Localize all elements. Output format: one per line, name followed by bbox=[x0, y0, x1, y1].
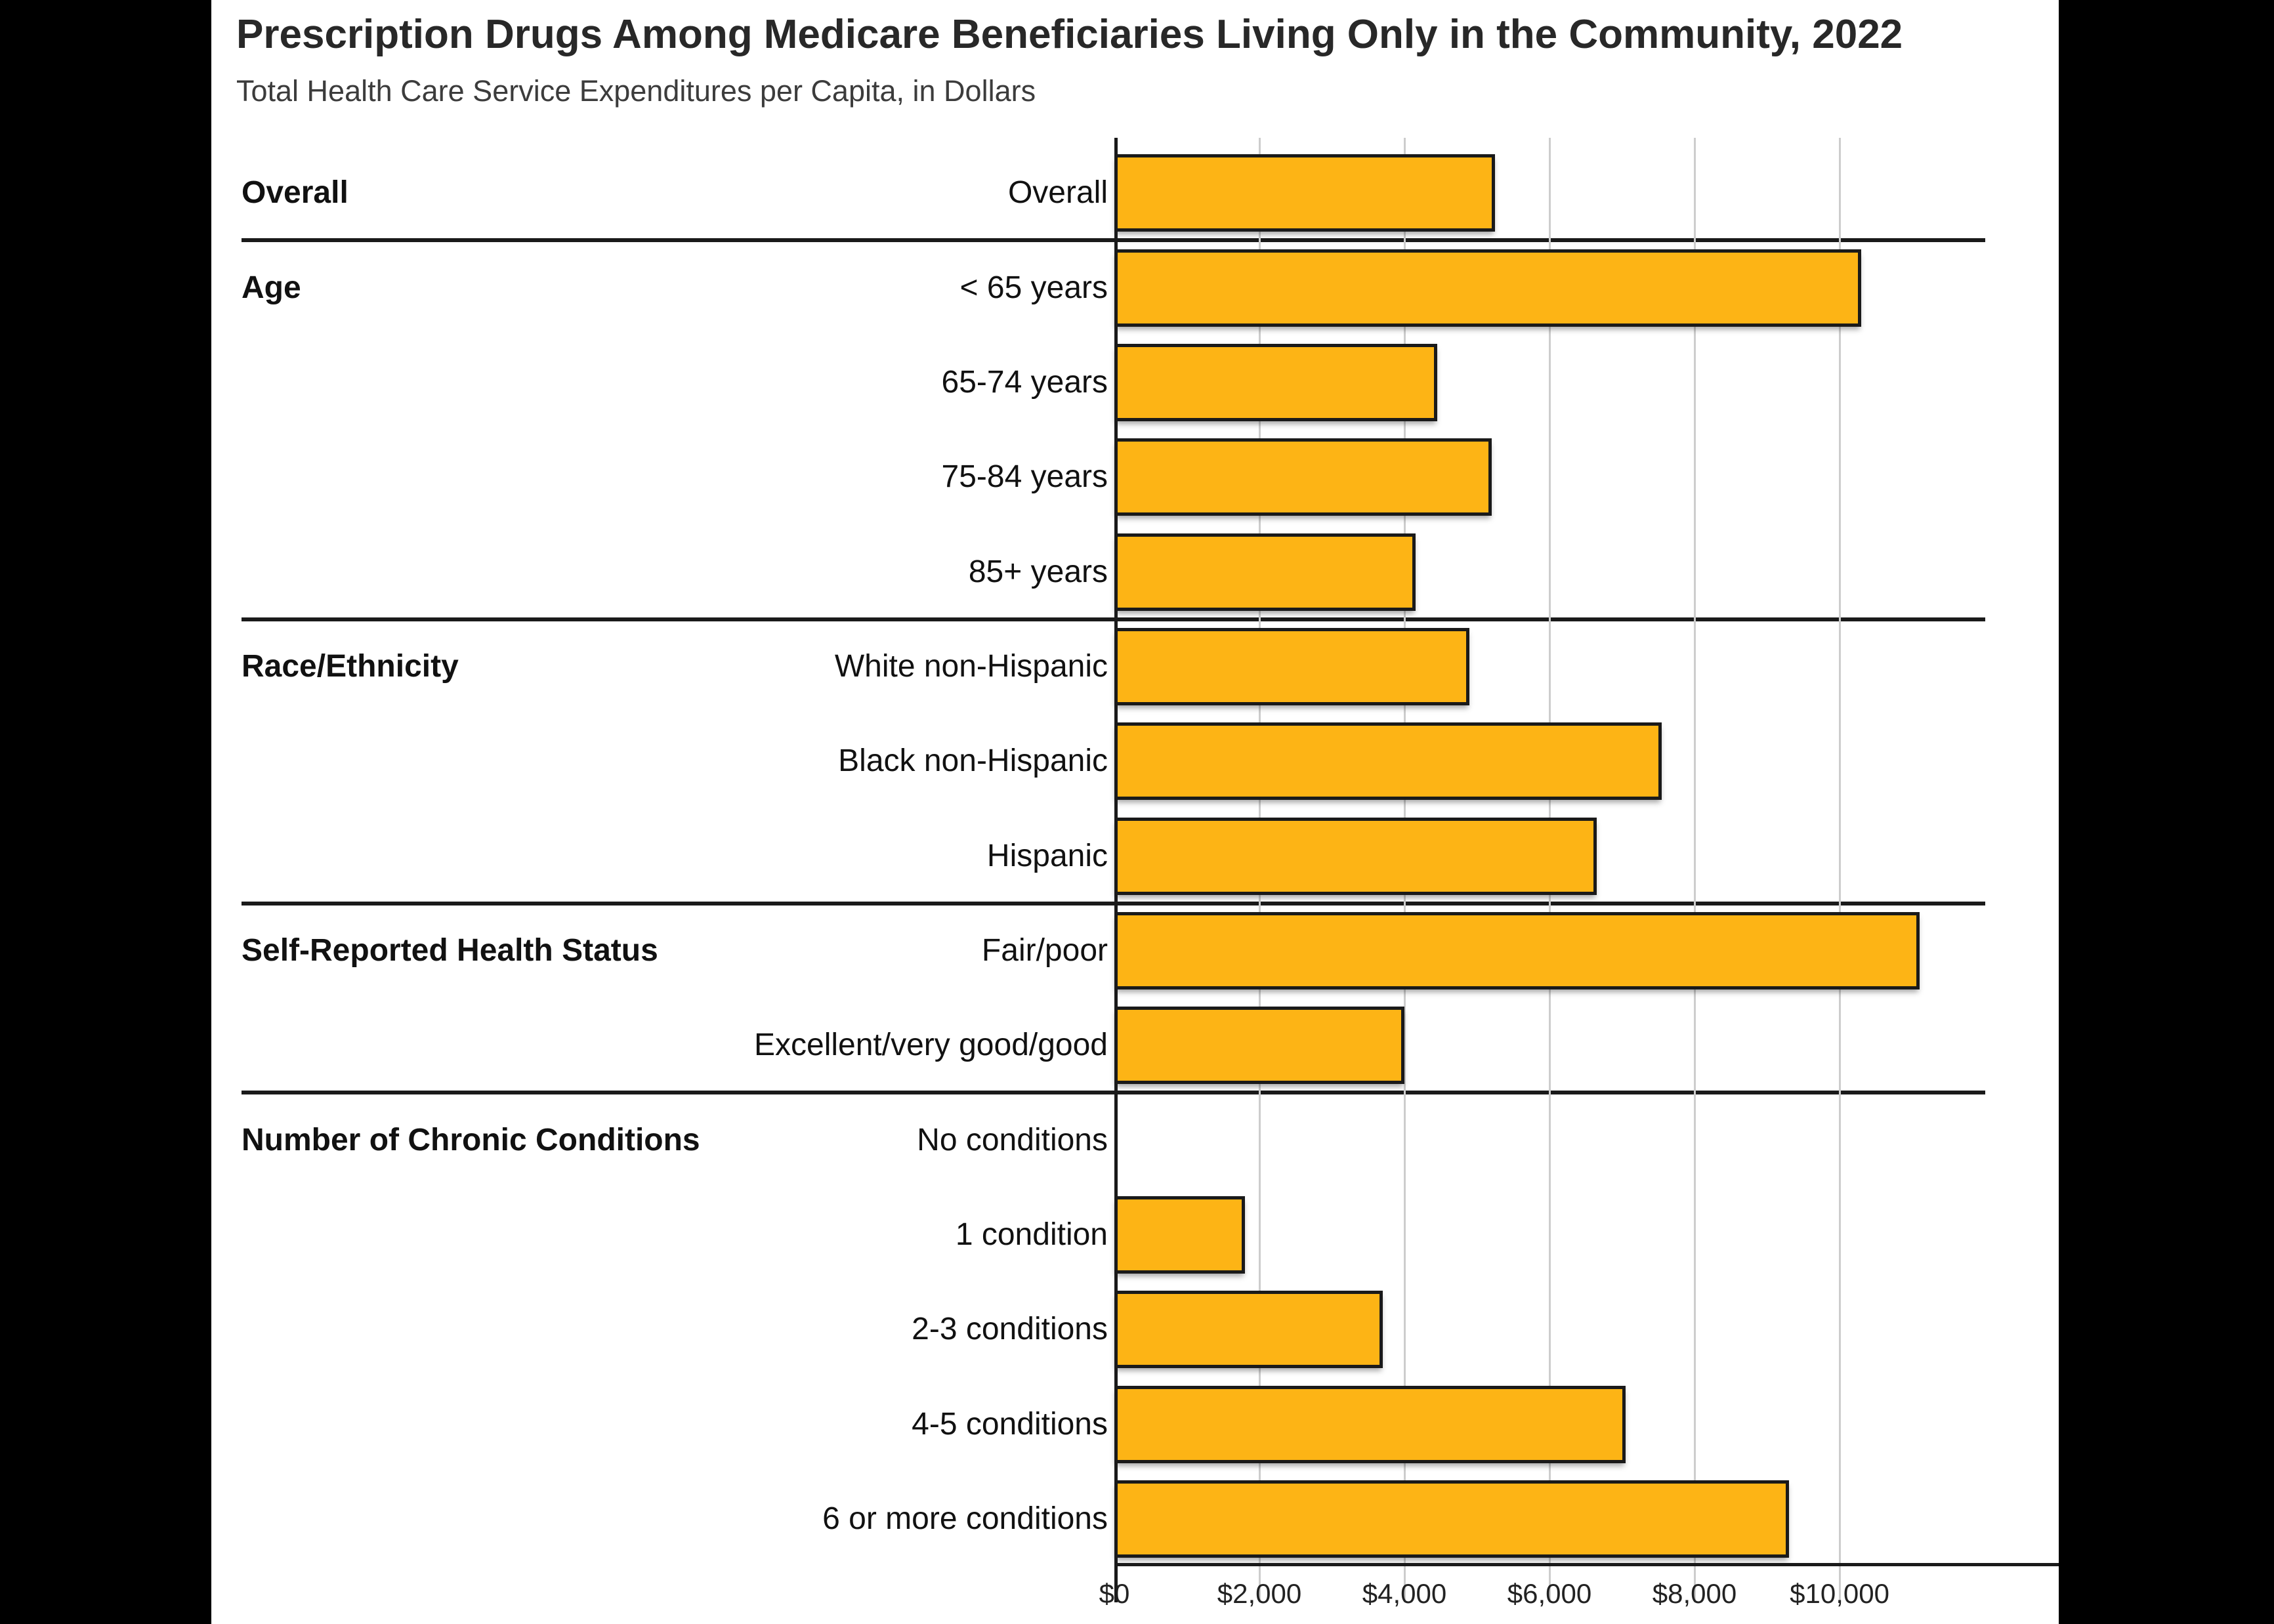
row-label: 1 condition bbox=[955, 1217, 1108, 1252]
bar[interactable] bbox=[1114, 154, 1496, 232]
bar[interactable] bbox=[1114, 438, 1492, 516]
row-label: 75-84 years bbox=[941, 459, 1108, 495]
row-label: < 65 years bbox=[959, 270, 1108, 305]
bar[interactable] bbox=[1114, 343, 1437, 421]
x-tick-label: $8,000 bbox=[1652, 1578, 1737, 1609]
group-label: Age bbox=[242, 270, 301, 305]
row-label: Excellent/very good/good bbox=[753, 1028, 1108, 1063]
gridline-8000 bbox=[1693, 138, 1696, 1602]
row-label: 2-3 conditions bbox=[912, 1312, 1108, 1347]
bar[interactable] bbox=[1114, 817, 1597, 895]
x-tick-label: $10,000 bbox=[1790, 1578, 1889, 1609]
bar[interactable] bbox=[1114, 1385, 1626, 1463]
row-label: Fair/poor bbox=[981, 932, 1108, 968]
x-tick-label: $4,000 bbox=[1362, 1578, 1447, 1609]
bar[interactable] bbox=[1114, 722, 1662, 801]
row-label: 4-5 conditions bbox=[912, 1406, 1108, 1442]
group-separator bbox=[242, 901, 1985, 906]
group-separator bbox=[242, 238, 1985, 243]
gridline-10000 bbox=[1838, 138, 1841, 1602]
group-label: Race/Ethnicity bbox=[242, 648, 459, 684]
x-tick-label: $6,000 bbox=[1507, 1578, 1592, 1609]
row-label: Hispanic bbox=[986, 838, 1108, 873]
bar[interactable] bbox=[1114, 1291, 1383, 1369]
x-tick-label: $2,000 bbox=[1217, 1578, 1302, 1609]
group-separator bbox=[242, 1091, 1985, 1095]
row-label: 6 or more conditions bbox=[822, 1501, 1108, 1536]
plot-area: $0$2,000$4,000$6,000$8,000$10,000 bbox=[1099, 138, 2059, 1609]
group-label: Overall bbox=[242, 175, 348, 211]
group-label: Self-Reported Health Status bbox=[242, 932, 658, 968]
chart-panel: Prescription Drugs Among Medicare Benefi… bbox=[211, 0, 2059, 1624]
y-axis-line bbox=[1114, 138, 1118, 1602]
bar[interactable] bbox=[1114, 1196, 1245, 1274]
bar[interactable] bbox=[1114, 249, 1862, 327]
bar[interactable] bbox=[1114, 1480, 1789, 1558]
row-label: Black non-Hispanic bbox=[838, 743, 1108, 779]
bar[interactable] bbox=[1114, 1007, 1405, 1085]
row-label: Overall bbox=[1007, 175, 1108, 211]
row-label: 65-74 years bbox=[941, 364, 1108, 400]
row-label: No conditions bbox=[917, 1122, 1108, 1157]
group-separator bbox=[242, 617, 1985, 621]
row-label: White non-Hispanic bbox=[834, 648, 1108, 684]
group-label: Number of Chronic Conditions bbox=[242, 1122, 700, 1157]
bar[interactable] bbox=[1114, 911, 1920, 989]
row-label: 85+ years bbox=[968, 554, 1108, 589]
chart-subtitle: Total Health Care Service Expenditures p… bbox=[236, 74, 1036, 108]
x-axis-line bbox=[1114, 1563, 2059, 1566]
bar[interactable] bbox=[1114, 533, 1416, 611]
bar[interactable] bbox=[1114, 627, 1470, 705]
chart-title: Prescription Drugs Among Medicare Benefi… bbox=[236, 12, 1903, 57]
